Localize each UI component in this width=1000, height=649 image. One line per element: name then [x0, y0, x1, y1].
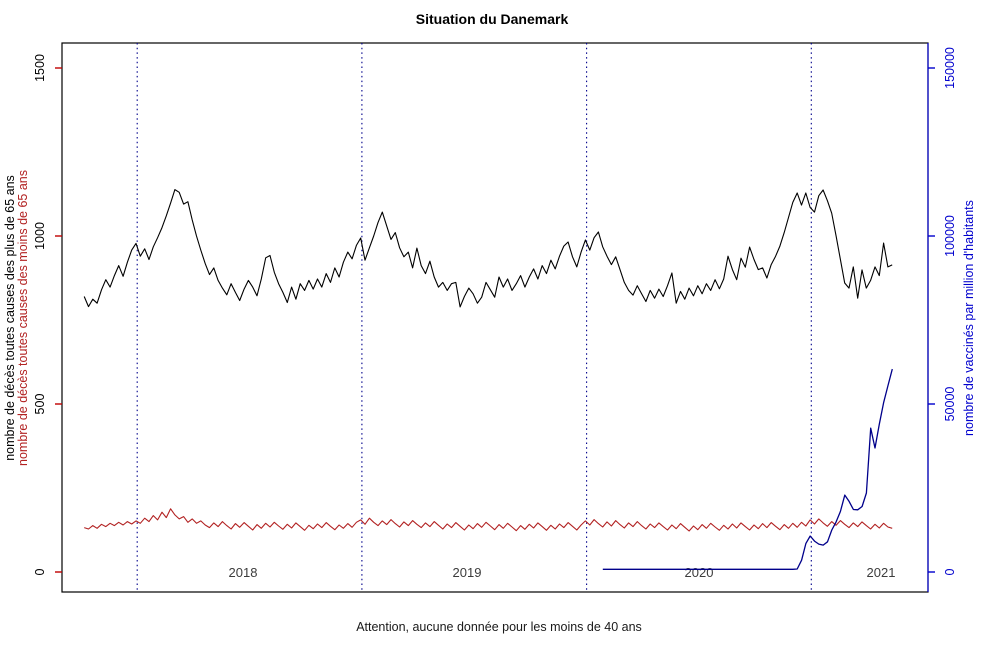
- right-axis-tick-label: 0: [943, 568, 957, 575]
- chart-plot-area: [83, 189, 893, 570]
- right-axis-tick-label: 100000: [943, 215, 957, 257]
- left-axis-ticks: 0 500 1000 1500: [33, 54, 62, 575]
- chart-caption: Attention, aucune donnée pour les moins …: [356, 620, 642, 634]
- right-axis-tick-label: 50000: [943, 387, 957, 422]
- deaths-over-65-line: [83, 189, 893, 308]
- year-gridlines: [136, 43, 812, 592]
- year-label-2019: 2019: [453, 565, 482, 580]
- right-axis-ticks: 0 50000 100000 150000: [928, 47, 957, 575]
- year-label-2020: 2020: [685, 565, 714, 580]
- right-axis-title-vaccinated: nombre de vaccinés par million d'habitan…: [962, 200, 976, 436]
- left-axis-tick-label: 1500: [33, 54, 47, 82]
- x-axis-year-labels: 2018 2019 2020 2021: [229, 565, 896, 580]
- chart-title: Situation du Danemark: [416, 11, 569, 27]
- deaths-under-65-line: [84, 508, 893, 532]
- left-axis-tick-label: 1000: [33, 222, 47, 250]
- left-axis-tick-label: 500: [33, 394, 47, 415]
- left-axis-title-under-65: nombre de décès toutes causes des moins …: [16, 170, 30, 466]
- left-axis-tick-label: 0: [33, 568, 47, 575]
- year-label-2021: 2021: [867, 565, 896, 580]
- plot-box: [61, 42, 929, 593]
- vaccinated-line: [602, 368, 893, 570]
- right-axis-tick-label: 150000: [943, 47, 957, 89]
- year-label-2018: 2018: [229, 565, 258, 580]
- left-axis-title-over-65: nombre de décès toutes causes des plus d…: [3, 175, 17, 461]
